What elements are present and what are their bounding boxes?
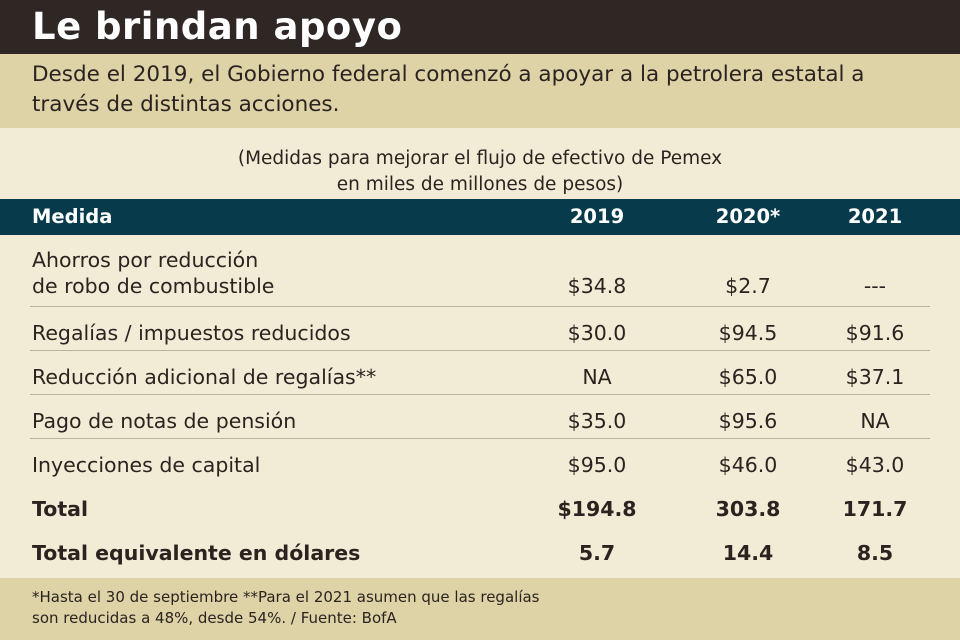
row-value: NA [860, 409, 890, 433]
footnote-band: *Hasta el 30 de septiembre **Para el 202… [0, 578, 960, 640]
row-value: 8.5 [856, 541, 894, 565]
row-label: Ahorros por reducción de robo de combusti… [32, 247, 274, 299]
row-label: Inyecciones de capital [32, 452, 260, 478]
row-label-line1: Total [32, 497, 89, 521]
row-label: Regalías / impuestos reducidos [32, 320, 351, 346]
row-value: $37.1 [845, 365, 905, 389]
row-value: $46.0 [718, 453, 778, 477]
title-bar: Le brindan apoyo [0, 0, 960, 54]
table-row: Inyecciones de capital $95.0 $46.0 $43.0 [0, 439, 960, 483]
table-caption-line2: en miles de millones de pesos) [336, 174, 624, 195]
row-value: $94.5 [718, 321, 778, 345]
header-2020: 2020* [715, 205, 781, 228]
header-2021: 2021 [847, 205, 903, 228]
table-caption: (Medidas para mejorar el flujo de efecti… [0, 146, 960, 198]
row-label-line1: Inyecciones de capital [32, 453, 261, 477]
row-value: $65.0 [718, 365, 778, 389]
row-value: 14.4 [722, 541, 774, 565]
header-medida: Medida [32, 205, 113, 228]
row-value: $34.8 [567, 274, 627, 298]
row-value: $95.6 [718, 409, 778, 433]
row-value: 171.7 [842, 497, 908, 521]
row-label-line1: Ahorros por reducción [32, 248, 259, 272]
footnote-line1: *Hasta el 30 de septiembre **Para el 202… [32, 588, 540, 606]
table-area: (Medidas para mejorar el flujo de efecti… [0, 128, 960, 578]
subtitle-band: Desde el 2019, el Gobierno federal comen… [0, 54, 960, 128]
table-row: Reducción adicional de regalías** NA $65.0… [0, 351, 960, 395]
footnote-line2: son reducidas a 48%, desde 54%. / Fuente… [32, 609, 397, 627]
table-row: Regalías / impuestos reducidos $30.0 $94.5… [0, 307, 960, 351]
row-label: Total [32, 496, 88, 522]
row-label-line1: Total equivalente en dólares [32, 541, 361, 565]
row-label-line1: Reducción adicional de regalías** [32, 365, 377, 389]
page-title: Le brindan apoyo [32, 5, 403, 48]
header-2019: 2019 [569, 205, 625, 228]
row-value: 303.8 [715, 497, 781, 521]
table-row: Total $194.8 303.8 171.7 [0, 483, 960, 527]
table-header: Medida 2019 2020* 2021 [0, 199, 960, 235]
row-label: Total equivalente en dólares [32, 540, 360, 566]
row-divider [30, 306, 930, 307]
row-label-line1: Pago de notas de pensión [32, 409, 297, 433]
row-divider [30, 438, 930, 439]
row-value: $43.0 [845, 453, 905, 477]
row-value: --- [863, 274, 887, 298]
row-value: $194.8 [557, 497, 637, 521]
row-value: $30.0 [567, 321, 627, 345]
row-divider [30, 350, 930, 351]
footnote: *Hasta el 30 de septiembre **Para el 202… [32, 587, 932, 629]
table-row: Total equivalente en dólares 5.7 14.4 8.5 [0, 527, 960, 571]
row-value: $35.0 [567, 409, 627, 433]
table-row: Ahorros por reducción de robo de combusti… [0, 235, 960, 307]
row-value: $95.0 [567, 453, 627, 477]
row-value: $2.7 [725, 274, 771, 298]
table-caption-line1: (Medidas para mejorar el flujo de efecti… [237, 148, 723, 169]
row-value: NA [582, 365, 612, 389]
row-value: $91.6 [845, 321, 905, 345]
subtitle: Desde el 2019, el Gobierno federal comen… [32, 62, 865, 117]
row-label: Pago de notas de pensión [32, 408, 296, 434]
row-divider [30, 394, 930, 395]
table-row: Pago de notas de pensión $35.0 $95.6 NA [0, 395, 960, 439]
row-value: 5.7 [578, 541, 616, 565]
row-label: Reducción adicional de regalías** [32, 364, 376, 390]
row-label-line1: Regalías / impuestos reducidos [32, 321, 351, 345]
row-label-line2: de robo de combustible [32, 274, 275, 298]
